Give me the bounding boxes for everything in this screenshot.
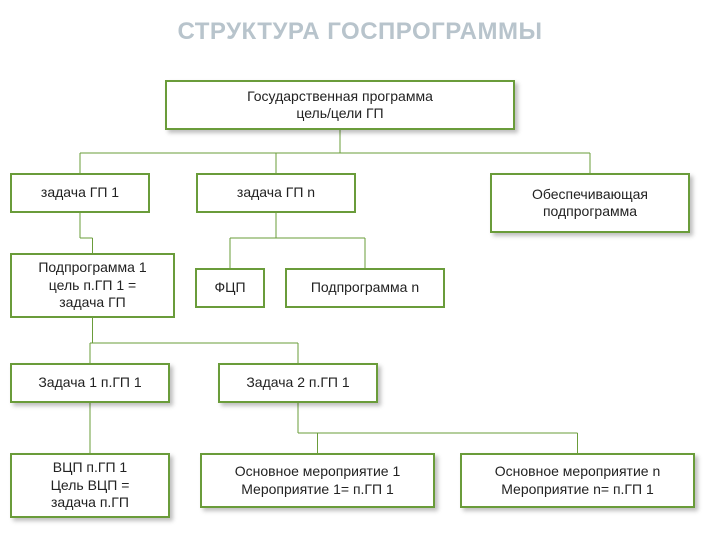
diagram-title: СТРУКТУРА ГОСПРОГРАММЫ <box>0 18 720 46</box>
node-fcp: ФЦП <box>195 268 265 308</box>
node-subn: Подпрограмма n <box>285 268 445 308</box>
node-z2: Задача 2 п.ГП 1 <box>218 363 378 403</box>
node-root: Государственная программацель/цели ГП <box>165 80 515 130</box>
node-taskn: задача ГП n <box>196 173 356 213</box>
node-z1: Задача 1 п.ГП 1 <box>10 363 170 403</box>
node-actn: Основное мероприятие nМероприятие n= п.Г… <box>460 453 695 508</box>
node-sub1: Подпрограмма 1цель п.ГП 1 =задача ГП <box>10 253 175 318</box>
node-vcp: ВЦП п.ГП 1Цель ВЦП =задача п.ГП <box>10 453 170 518</box>
node-support: Обеспечивающаяподпрограмма <box>490 173 690 233</box>
node-task1: задача ГП 1 <box>10 173 150 213</box>
node-act1: Основное мероприятие 1Мероприятие 1= п.Г… <box>200 453 435 508</box>
